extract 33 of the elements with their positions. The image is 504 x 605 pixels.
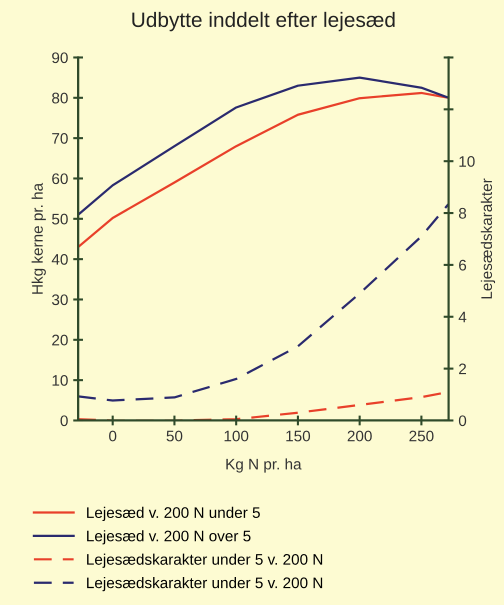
y2-axis-title: Lejesædskarakter	[480, 178, 496, 298]
y2-tick-label: 10	[459, 156, 475, 167]
y-tick-label: 80	[52, 92, 68, 104]
y-tick-label: 70	[52, 133, 68, 144]
legend-label: Lejesæd v. 200 N under 5	[87, 506, 260, 522]
y-tick-label: 60	[52, 173, 68, 184]
x-axis-title: Kg N pr. ha	[226, 458, 302, 473]
y2-tick-label: 6	[459, 260, 466, 271]
line-series	[78, 92, 449, 248]
y-tick-label: 10	[52, 375, 68, 386]
y2-tick-label: 2	[459, 363, 466, 374]
x-tick-label: 150	[286, 430, 310, 442]
legend-label: Lejesædskarakter under 5 v. 200 N	[87, 554, 322, 568]
x-tick-label: 200	[348, 430, 372, 442]
x-tick-label: 100	[224, 430, 248, 442]
y-tick-label: 90	[52, 52, 68, 64]
legend-label: Lejesædskarakter under 5 v. 200 N	[87, 577, 322, 592]
y2-tick-label: 4	[458, 312, 466, 322]
x-tick-label: 0	[109, 430, 116, 442]
y-tick-label: 0	[60, 415, 68, 426]
y-axis-title: Hkg kerne pr. ha	[32, 182, 46, 294]
y-tick-label: 40	[52, 254, 68, 265]
y-tick-label: 30	[52, 294, 68, 306]
legend-label: Lejesæd v. 200 N over 5	[87, 530, 251, 544]
y-tick-label: 50	[52, 214, 68, 224]
line-series	[78, 202, 449, 402]
x-tick-label: 250	[409, 430, 434, 442]
line-series	[78, 76, 449, 216]
x-tick-label: 50	[166, 430, 182, 442]
y-tick-label: 20	[52, 334, 68, 346]
chart-title: Udbytte inddelt efter lejesæd	[132, 12, 395, 32]
y2-tick-label: 8	[458, 208, 466, 219]
y2-tick-label: 0	[458, 415, 466, 426]
